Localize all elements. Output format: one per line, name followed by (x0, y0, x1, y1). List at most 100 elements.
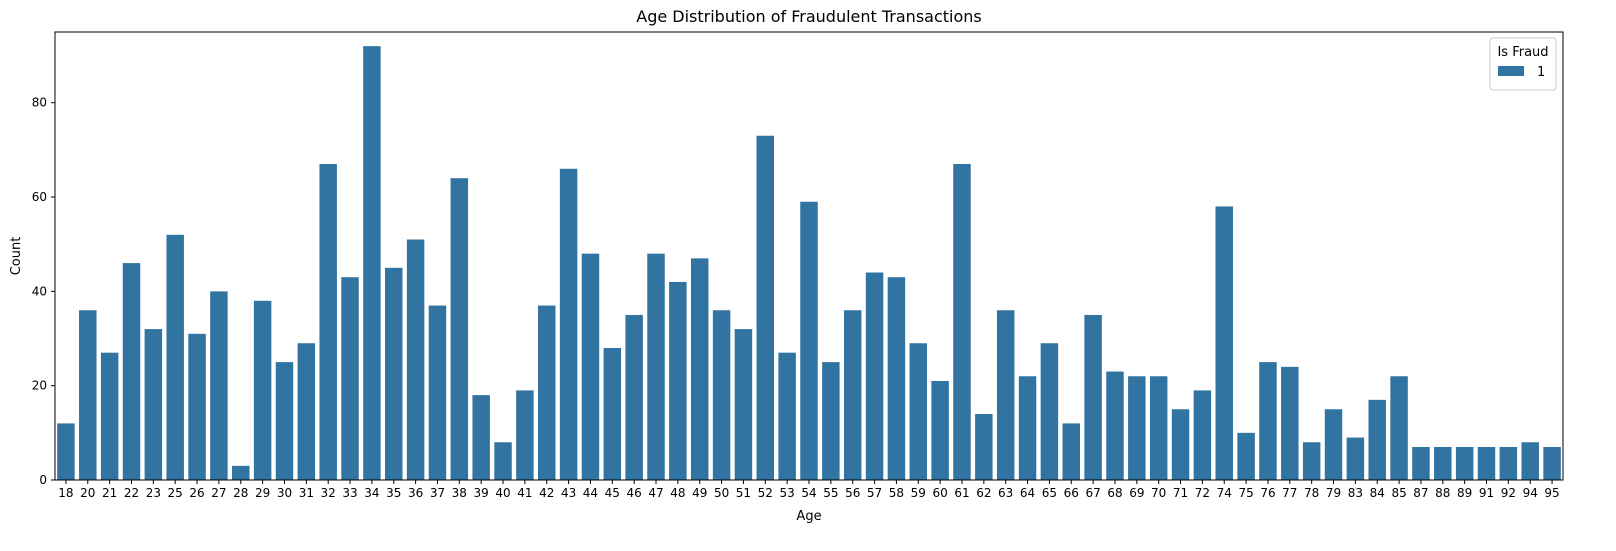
bar-age-79 (1324, 409, 1343, 480)
bar-age-74 (1215, 206, 1233, 481)
x-tick-label: 23 (146, 486, 161, 500)
x-tick-label: 52 (758, 486, 773, 500)
bar-age-64 (1018, 376, 1037, 480)
bar-age-77 (1281, 366, 1299, 480)
x-tick-label: 64 (1020, 486, 1035, 500)
x-tick-label: 88 (1435, 486, 1450, 500)
x-tick-label: 62 (976, 486, 991, 500)
bar-age-59 (909, 343, 928, 480)
bar-age-56 (843, 310, 862, 480)
bar-age-53 (778, 352, 796, 480)
x-tick-label: 95 (1544, 486, 1559, 500)
x-tick-label: 36 (408, 486, 423, 500)
chart-title: Age Distribution of Fraudulent Transacti… (636, 7, 981, 26)
x-tick-label: 74 (1217, 486, 1232, 500)
y-tick-label: 20 (32, 379, 47, 393)
x-tick-label: 34 (364, 486, 379, 500)
x-tick-label: 69 (1129, 486, 1144, 500)
x-tick-label: 53 (779, 486, 794, 500)
bar-age-60 (931, 380, 949, 480)
y-axis: 0 20 40 60 80 (32, 96, 55, 487)
bar-age-67 (1084, 314, 1102, 480)
x-tick-label: 50 (714, 486, 729, 500)
x-tick-label: 45 (605, 486, 620, 500)
bar-age-92 (1499, 446, 1518, 480)
x-tick-label: 72 (1195, 486, 1210, 500)
x-tick-label: 46 (627, 486, 642, 500)
bar-age-49 (690, 258, 709, 480)
x-tick-label: 63 (998, 486, 1013, 500)
bar-age-95 (1543, 446, 1561, 480)
x-tick-label: 25 (168, 486, 183, 500)
x-tick-label: 85 (1391, 486, 1406, 500)
x-tick-label: 57 (867, 486, 882, 500)
x-tick-label: 39 (474, 486, 489, 500)
bar-age-66 (1062, 423, 1080, 480)
bar-age-75 (1237, 432, 1255, 480)
x-tick-label: 70 (1151, 486, 1166, 500)
x-tick-label: 65 (1042, 486, 1057, 500)
bar-age-51 (734, 329, 753, 480)
x-tick-label: 75 (1238, 486, 1253, 500)
bar-age-38 (450, 178, 469, 480)
bar-age-78 (1302, 442, 1321, 480)
bar-age-50 (712, 310, 731, 480)
bar-age-25 (166, 234, 184, 480)
x-tick-label: 51 (736, 486, 751, 500)
bar-age-22 (122, 263, 141, 480)
bar-age-28 (232, 465, 250, 480)
bar-age-45 (603, 347, 622, 480)
bar-age-55 (822, 362, 840, 480)
bar-age-44 (581, 253, 600, 480)
y-tick-label: 80 (32, 96, 47, 110)
bar-age-34 (363, 46, 381, 481)
bar-age-30 (275, 362, 294, 480)
x-tick-label: 89 (1457, 486, 1472, 500)
bar-age-26 (188, 333, 206, 480)
x-tick-label: 43 (561, 486, 576, 500)
bar-age-88 (1434, 446, 1452, 480)
y-axis-label: Count (9, 237, 24, 276)
x-tick-label: 92 (1501, 486, 1516, 500)
bar-age-39 (472, 395, 490, 480)
bar-age-42 (538, 305, 556, 480)
bar-age-37 (428, 305, 447, 480)
x-tick-label: 78 (1304, 486, 1319, 500)
x-tick-label: 35 (386, 486, 401, 500)
y-tick-label: 40 (32, 284, 47, 298)
bar-age-52 (756, 135, 775, 480)
x-tick-label: 71 (1173, 486, 1188, 500)
x-tick-label: 68 (1107, 486, 1122, 500)
x-tick-label: 83 (1348, 486, 1363, 500)
bar-age-29 (253, 300, 272, 480)
bar-age-76 (1259, 362, 1277, 480)
plot-frame (54, 31, 1564, 481)
bar-age-35 (385, 267, 403, 480)
bar-age-21 (100, 352, 119, 480)
legend-entry-label: 1 (1537, 65, 1545, 80)
legend-swatch (1498, 66, 1524, 76)
x-tick-label: 29 (255, 486, 270, 500)
x-tick-label: 76 (1260, 486, 1275, 500)
x-tick-label: 66 (1064, 486, 1079, 500)
x-tick-label: 60 (932, 486, 947, 500)
bar-age-87 (1412, 446, 1430, 480)
bar-age-54 (800, 201, 818, 480)
x-tick-label: 20 (80, 486, 95, 500)
bar-age-40 (494, 442, 512, 480)
y-tick-label: 60 (32, 190, 47, 204)
bar-age-63 (996, 310, 1015, 480)
bar-age-91 (1477, 446, 1496, 480)
x-tick-label: 55 (823, 486, 838, 500)
bar-age-69 (1128, 376, 1146, 480)
legend: Is Fraud 1 (1489, 37, 1557, 91)
bar-age-58 (887, 277, 906, 480)
legend-title: Is Fraud (1497, 45, 1548, 60)
bar-age-89 (1455, 446, 1474, 480)
x-tick-label: 48 (670, 486, 685, 500)
bar-age-70 (1149, 376, 1168, 480)
bar-age-23 (144, 329, 163, 480)
x-tick-label: 38 (452, 486, 467, 500)
x-tick-label: 30 (277, 486, 292, 500)
